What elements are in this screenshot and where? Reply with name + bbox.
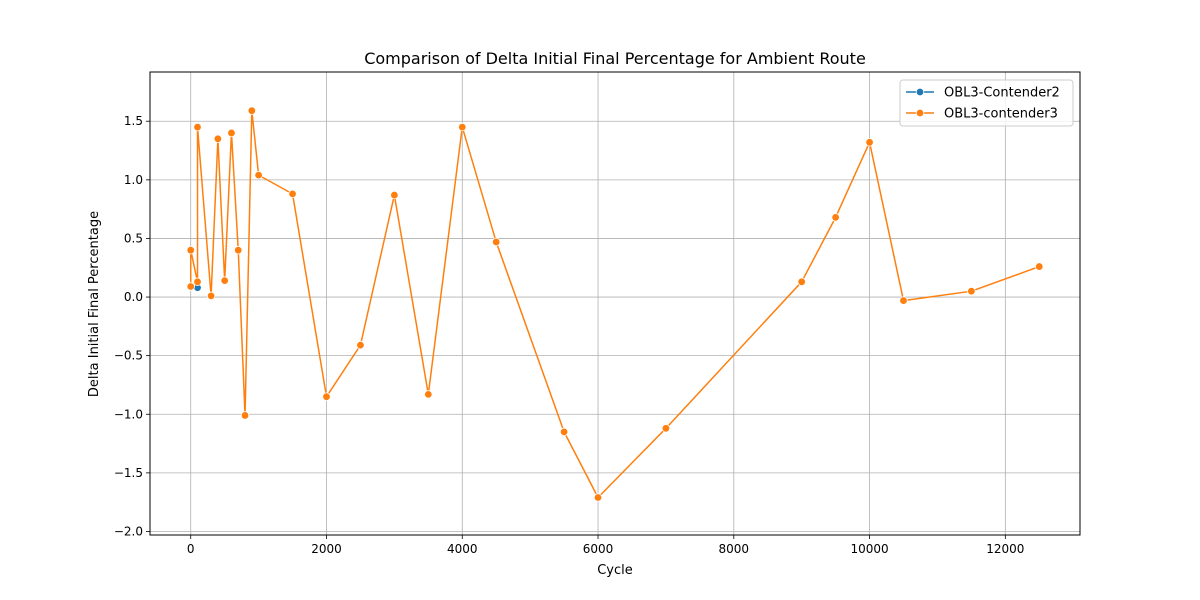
data-point [247, 106, 257, 115]
data-point [899, 296, 908, 305]
y-tick-label: 1.0 [124, 173, 143, 187]
y-tick-label: −1.5 [114, 466, 143, 480]
data-point [356, 340, 365, 350]
series-layer [186, 106, 1044, 502]
x-tick-label: 2000 [311, 542, 342, 556]
data-point [220, 276, 229, 285]
y-tick-label: −1.0 [114, 407, 143, 421]
x-tick-label: 4000 [447, 542, 478, 556]
data-point [234, 245, 243, 255]
legend-label: OBL3-Contender2 [944, 86, 1060, 101]
legend: OBL3-Contender2 OBL3-contender3 [899, 79, 1074, 127]
legend-box [899, 79, 1074, 127]
y-axis-label: Delta Initial Final Percentage [87, 211, 102, 397]
data-point [458, 122, 467, 132]
data-point [322, 392, 331, 401]
data-point [865, 138, 874, 147]
x-tick-label: 10000 [850, 542, 888, 556]
data-point [831, 213, 840, 222]
x-tick-label: 0 [187, 542, 195, 556]
data-point [213, 134, 223, 144]
series-1 [186, 106, 1044, 502]
data-point [424, 390, 433, 399]
data-point [227, 128, 236, 138]
data-point [193, 122, 202, 132]
legend-item: OBL3-contender3 [906, 107, 1058, 122]
y-tick-label: 0.5 [124, 231, 143, 245]
y-tick-label: 1.5 [124, 114, 143, 128]
data-point [390, 190, 399, 200]
axis-ticks: 0 2000 4000 6000 8000 10000 12000 −2.0 −1.5 −1.0 −… [114, 114, 1025, 556]
data-point [186, 282, 195, 291]
data-point [186, 245, 195, 255]
chart-title: Comparison of Delta Initial Final Percen… [364, 49, 866, 68]
grid [150, 72, 1080, 535]
legend-item: OBL3-Contender2 [906, 86, 1060, 101]
data-point [661, 424, 671, 433]
y-tick-label: −0.5 [114, 349, 143, 363]
data-point [193, 277, 202, 287]
legend-marker [915, 87, 925, 97]
x-axis-label: Cycle [597, 563, 633, 578]
legend-marker [915, 108, 925, 118]
data-point [254, 170, 263, 180]
data-point [967, 286, 976, 296]
data-point [240, 411, 250, 420]
y-tick-label: −2.0 [114, 524, 143, 538]
data-point [492, 237, 501, 247]
x-tick-label: 8000 [719, 542, 750, 556]
data-point [288, 189, 297, 199]
x-tick-label: 12000 [986, 542, 1024, 556]
y-tick-label: 0.0 [124, 290, 143, 304]
x-tick-label: 6000 [583, 542, 614, 556]
data-point [593, 493, 603, 502]
data-point [206, 291, 216, 301]
data-point [1035, 262, 1044, 271]
plot-frame [149, 71, 1081, 536]
series-line [189, 109, 1040, 499]
data-point [797, 277, 806, 287]
legend-label: OBL3-contender3 [944, 107, 1058, 122]
data-point [559, 427, 569, 437]
